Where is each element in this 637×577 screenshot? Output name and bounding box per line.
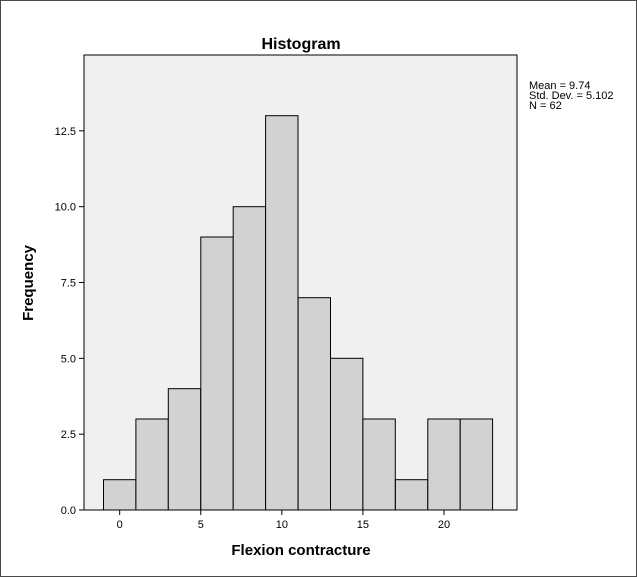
histogram-bar-1: [103, 479, 137, 511]
x-tick-label: 0: [117, 519, 123, 531]
histogram-bar-10: [394, 479, 429, 511]
x-tick-label: 15: [357, 519, 369, 531]
histogram-bar-12: [459, 418, 494, 511]
y-tick-label: 5.0: [61, 353, 76, 365]
histogram-bar-8: [330, 357, 364, 511]
y-tick-label: 0.0: [61, 505, 76, 517]
histogram-bar-9: [362, 418, 396, 511]
y-tick-label: 12.5: [55, 126, 76, 138]
y-tick-label: 7.5: [61, 278, 76, 290]
y-tick-label: 10.0: [55, 202, 76, 214]
histogram-bar-6: [265, 115, 299, 511]
y-tick-label: 2.5: [61, 429, 76, 441]
x-tick-label: 20: [438, 519, 450, 531]
x-axis-title: Flexion contracture: [231, 542, 370, 559]
histogram-bar-4: [200, 236, 234, 511]
histogram-bar-5: [232, 206, 267, 511]
x-ticks-group: 0 5 10 15 20: [117, 510, 450, 531]
x-tick-label: 5: [198, 519, 204, 531]
stat-n: N = 62: [529, 100, 562, 112]
histogram-bar-7: [297, 297, 332, 511]
y-axis-title: Frequency: [20, 244, 37, 321]
histogram-bar-3: [167, 388, 202, 511]
bars-group: [103, 115, 494, 511]
histogram-bar-11: [427, 418, 461, 511]
stat-mean: Mean = 9.74: [529, 80, 590, 92]
stat-std-dev: Std. Dev. = 5.102: [529, 90, 614, 102]
y-ticks-group: 0.0 2.5 5.0 7.5 10.0 12.5: [55, 126, 84, 517]
chart-title: Histogram: [261, 36, 340, 53]
histogram-bar-2: [135, 418, 169, 511]
x-tick-label: 10: [276, 519, 288, 531]
